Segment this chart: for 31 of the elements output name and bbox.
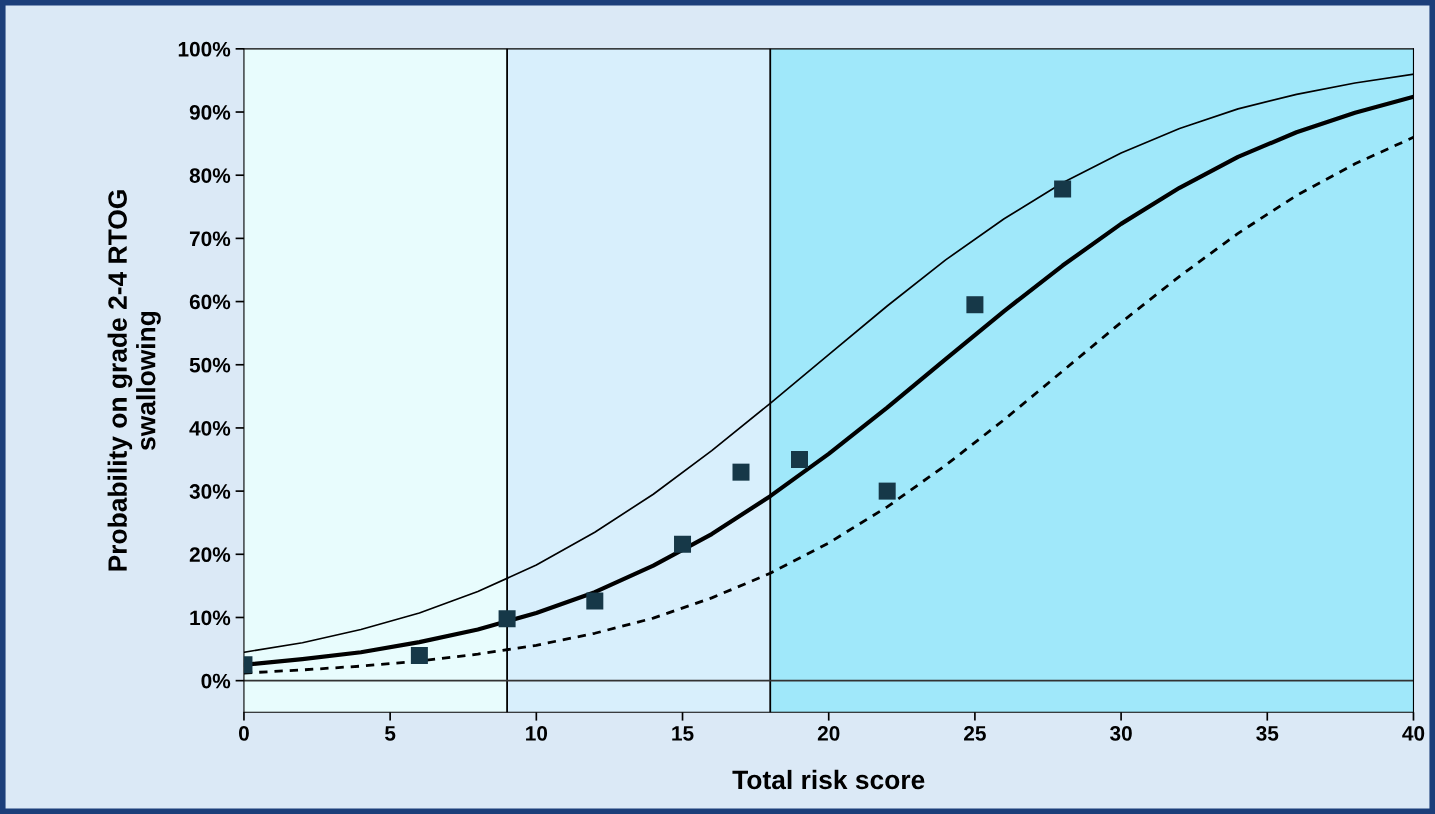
y-tick-label: 10%: [190, 610, 231, 626]
point: [498, 610, 516, 628]
point: [732, 463, 750, 481]
point: [790, 451, 808, 469]
y-tick-label: 40%: [189, 420, 231, 436]
x-tick-label: 10: [526, 725, 548, 741]
point: [878, 482, 896, 500]
y-tick-label: 90%: [189, 105, 231, 120]
x-axis-title: Total risk score: [732, 769, 925, 790]
x-tick-label: 30: [1109, 725, 1132, 741]
point: [674, 535, 692, 553]
x-tick-label: 35: [1256, 725, 1279, 741]
y-tick-label: 20%: [189, 547, 231, 563]
point: [586, 592, 604, 610]
point: [966, 296, 984, 314]
y-tick-label: 60%: [189, 294, 231, 310]
y-tick-label: 30%: [189, 484, 231, 499]
x-tick-label: 0: [238, 725, 249, 741]
point: [410, 646, 428, 664]
y-tick-label: 50%: [189, 357, 231, 373]
x-tick-label: 40: [1402, 725, 1425, 741]
x-tick-label: 5: [384, 726, 396, 741]
point: [1054, 180, 1072, 198]
y-tick-label: 0%: [201, 673, 231, 689]
x-tick-label: 15: [672, 726, 694, 741]
x-tick-label: 25: [964, 725, 986, 741]
y-tick-label: 100%: [178, 41, 231, 57]
y-tick-label: 70%: [189, 231, 231, 247]
y-axis-title: Probability on grade 2-4 RTOG swallowing: [107, 190, 161, 571]
x-tick-label: 20: [817, 725, 840, 741]
y-tick-label: 80%: [189, 168, 231, 183]
